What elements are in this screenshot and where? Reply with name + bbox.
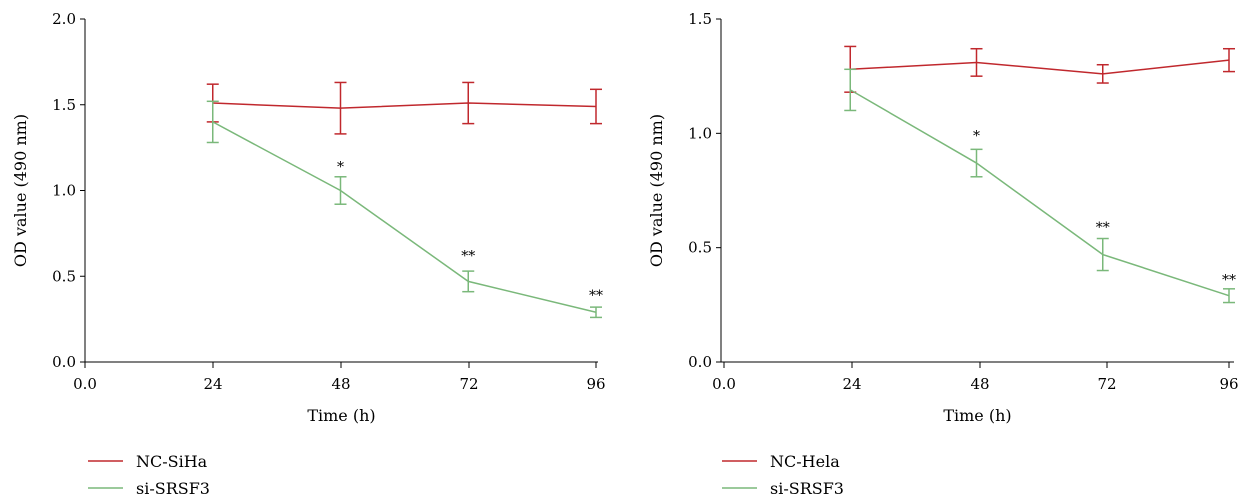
significance-marker: **: [461, 249, 475, 265]
y-tick-label: 2.0: [52, 10, 76, 28]
x-axis-title: Time (h): [307, 406, 375, 425]
series-line-1: [850, 59, 1230, 75]
y-axis-title: OD value (490 nm): [647, 114, 666, 267]
series-line-2: [212, 121, 597, 313]
y-tick-label: 1.0: [52, 182, 76, 200]
significance-marker: **: [589, 288, 603, 304]
y-tick-label: 1.5: [688, 10, 712, 28]
legend-label: si-SRSF3: [770, 479, 844, 496]
x-tick-label: 0.0: [712, 375, 736, 393]
significance-marker: *: [337, 159, 344, 175]
y-tick-label: 1.0: [688, 124, 712, 142]
x-tick-label: 48: [331, 375, 350, 393]
x-tick-label: 48: [970, 375, 989, 393]
y-tick-label: 0.0: [52, 353, 76, 371]
series-line-2: [849, 89, 1230, 297]
x-tick-label: 96: [586, 375, 605, 393]
y-tick-label: 1.5: [52, 96, 76, 114]
x-tick-label: 24: [842, 375, 861, 393]
x-tick-label: 0.0: [73, 375, 97, 393]
x-tick-label: 72: [459, 375, 478, 393]
significance-marker: *: [973, 129, 980, 145]
legend-label: NC-SiHa: [136, 452, 208, 471]
legend-label: si-SRSF3: [136, 479, 210, 496]
significance-marker: **: [1222, 273, 1236, 289]
x-tick-label: 24: [203, 375, 222, 393]
legend-label: NC-Hela: [770, 452, 840, 471]
series-line-1: [212, 102, 597, 109]
x-tick-label: 72: [1097, 375, 1116, 393]
chart-panel-2: 0.0 0.5 1.0 1.5 0.0 24 48 72 96 Time (h) OD value …: [647, 10, 1239, 496]
significance-marker: **: [1096, 220, 1110, 236]
y-tick-label: 0.0: [688, 353, 712, 371]
y-axis-title: OD value (490 nm): [11, 114, 30, 267]
y-tick-label: 0.5: [52, 267, 76, 285]
y-tick-label: 0.5: [688, 239, 712, 257]
x-tick-label: 96: [1219, 375, 1238, 393]
chart-panel-1: 0.0 0.5 1.0 1.5 2.0 0.0 24 48 72 96 Time (h) OD val…: [11, 10, 606, 496]
x-axis-title: Time (h): [943, 406, 1011, 425]
